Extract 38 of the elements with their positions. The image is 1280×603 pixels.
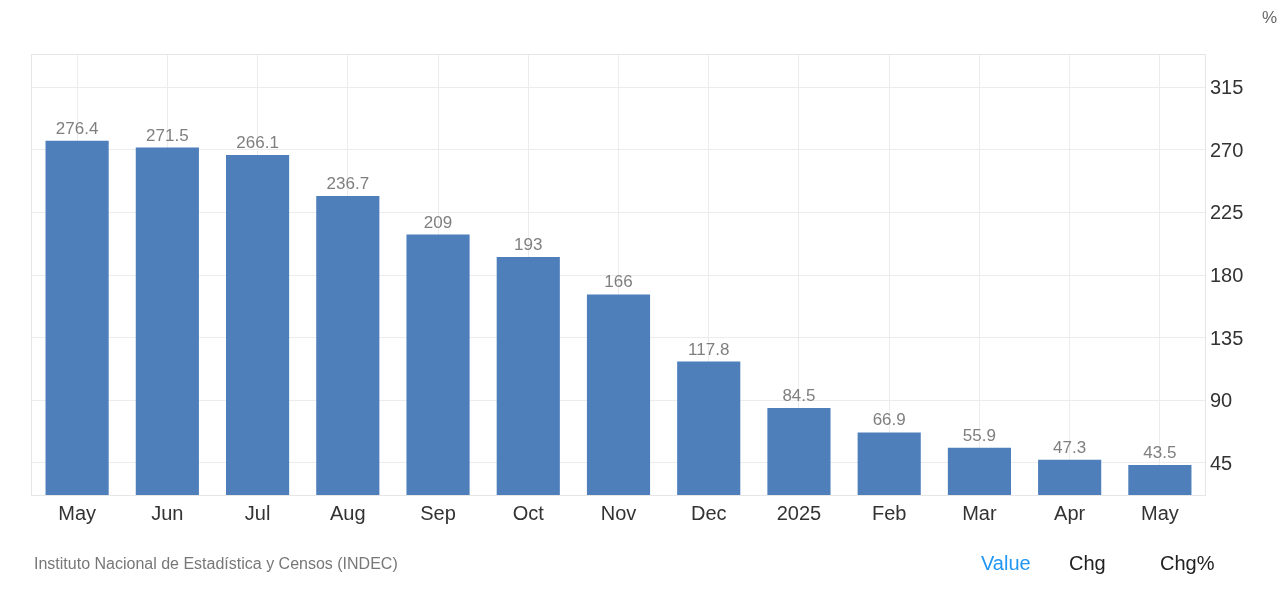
data-label: 193 [514,234,543,254]
y-tick-label: 90 [1210,389,1233,412]
data-label: 43.5 [1143,443,1177,463]
data-label: 47.3 [1053,437,1087,457]
y-tick-label: 45 [1210,451,1233,474]
data-label: 266.1 [236,133,279,153]
text: Chg [1069,552,1106,574]
text: Instituto Nacional de Estadística y Censos (INDEC) [34,555,398,572]
x-tick-label: May [1140,502,1179,524]
x-tick-label: Aug [330,502,366,524]
y-axis-title: % [1262,8,1278,27]
data-label: 271.5 [146,125,189,145]
x-tick-label: Dec [690,502,727,524]
x-tick-label: Apr [1054,502,1086,524]
y-tick-label: 270 [1210,138,1244,161]
data-label: 209 [423,212,453,232]
data-label: 84.5 [782,385,816,405]
x-tick-label: Oct [512,502,545,524]
data-label: 55.9 [962,425,996,445]
x-tick-label: 2025 [776,502,822,524]
x-tick-label: Sep [420,502,456,524]
x-tick-label: Jul [244,502,271,524]
data-label: 66.9 [872,410,906,430]
data-label: 236.7 [326,174,370,194]
data-label: 117.8 [688,339,730,359]
text: Chg% [1160,552,1215,574]
x-tick-label: May [58,502,97,524]
x-tick-label: Jun [151,502,184,524]
text: Value [981,552,1031,574]
y-tick-label: 135 [1210,326,1244,349]
y-tick-label: 180 [1210,264,1244,286]
data-label: 276.4 [55,118,99,138]
x-tick-label: Feb [871,502,907,524]
y-tick-label: 225 [1210,201,1244,224]
data-label: 166 [604,272,633,292]
x-tick-label: Nov [600,502,637,524]
x-tick-label: Mar [962,502,997,524]
y-tick-label: 315 [1210,76,1244,99]
